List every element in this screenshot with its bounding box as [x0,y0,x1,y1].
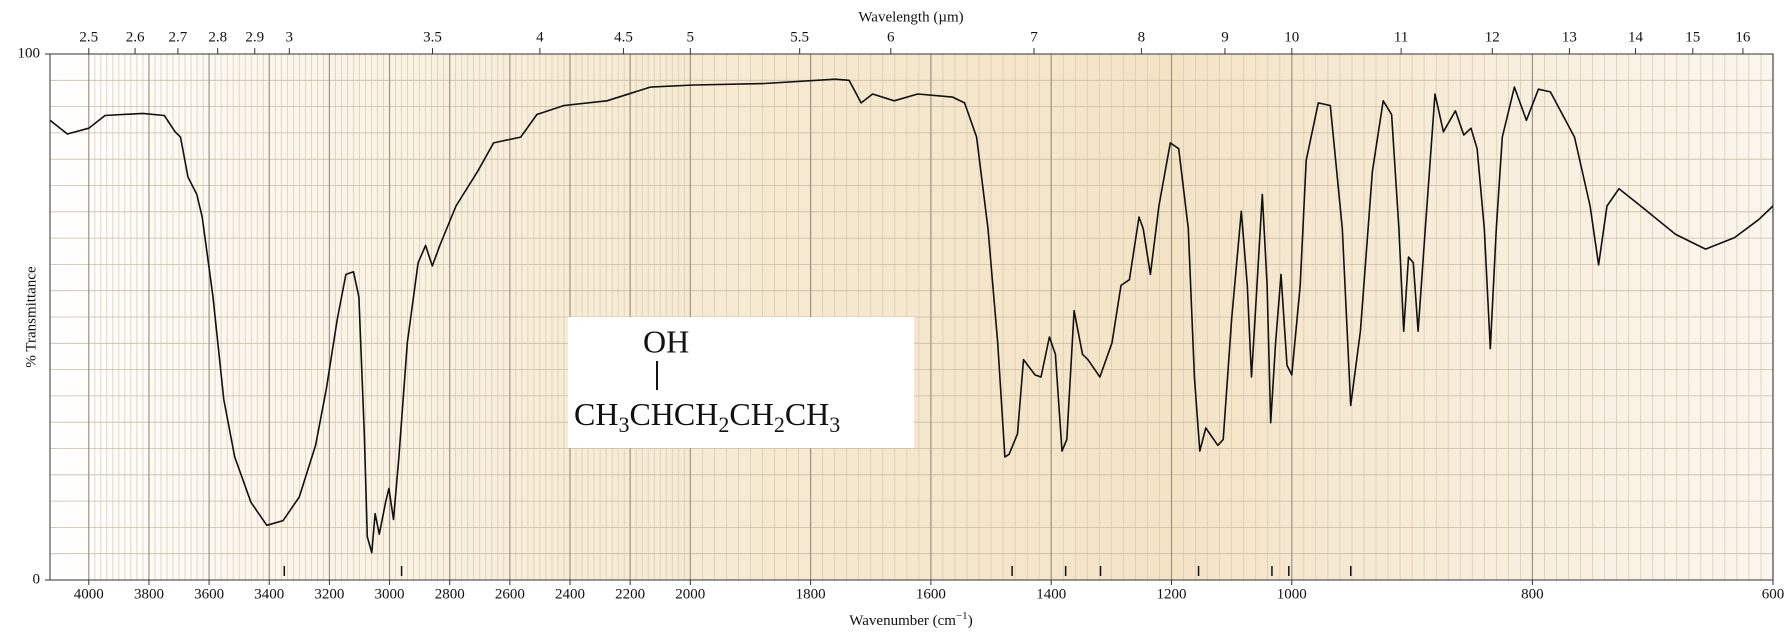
x2-tick-label: 16 [1735,29,1751,45]
x2-tick-label: 2.6 [126,29,145,45]
x-tick-label: 2200 [615,586,645,602]
x2-tick-label: 11 [1394,29,1408,45]
structure: OH CH3CHCH2CH2CH3 [568,317,914,448]
x-tick-label: 1800 [796,586,826,602]
x-axis-title: Wavenumber (cm−1) [849,610,972,630]
formula-part: CHCH [629,396,718,432]
x2-tick-label: 2.5 [79,29,98,45]
x-tick-label: 2800 [435,586,465,602]
formula-part: CH [785,396,829,432]
x2-tick-label: 5.5 [790,29,809,45]
y-tick-label: 100 [18,45,41,61]
y-tick-label: 0 [33,571,41,587]
formula-part: CH [574,396,618,432]
formula-part: CH [729,396,773,432]
x2-tick-label: 15 [1685,29,1700,45]
x-tick-label: 3800 [134,586,164,602]
grid [50,54,1774,580]
x-tick-label: 1600 [916,586,946,602]
x-tick-label: 3000 [375,586,405,602]
x2-tick-label: 7 [1030,29,1038,45]
x-tick-label: 3600 [194,586,224,602]
x2-tick-label: 3.5 [423,29,442,45]
x-axis-title-part: ) [968,613,973,629]
x2-tick-label: 4 [536,29,544,45]
x2-tick-label: 8 [1138,29,1146,45]
x-tick-label: 2400 [555,586,585,602]
y-axis-title: % Transmittance [23,266,39,368]
x-tick-label: 2600 [495,586,525,602]
spectrum-line [49,78,1774,554]
structure-oh: OH [643,323,689,359]
x-tick-label: 4000 [74,586,104,602]
x-tick-label: 600 [1762,586,1785,602]
x-tick-label: 1000 [1277,586,1307,602]
formula-subscript: 3 [829,412,840,437]
formula-subscript: 3 [618,412,629,437]
structure-box [568,317,914,448]
x2-tick-label: 10 [1284,29,1299,45]
x-tick-label: 1200 [1156,586,1186,602]
x-axis-title-part: Wavenumber (cm [849,613,956,629]
x2-tick-label: 5 [687,29,695,45]
x-tick-label: 2000 [675,586,705,602]
x2-tick-label: 2.8 [208,29,227,45]
plot-frame [49,53,1774,581]
formula-subscript: 2 [774,412,785,437]
x-tick-label: 3400 [254,586,284,602]
x-tick-label: 3200 [314,586,344,602]
x-axis-title-sup: −1 [956,610,968,622]
x-tick-label: 1400 [1036,586,1066,602]
formula-subscript: 2 [718,412,729,437]
x2-tick-label: 4.5 [614,29,633,45]
x2-tick-label: 6 [887,29,895,45]
x2-tick-label: 3 [286,29,294,45]
x-tick-label: 800 [1521,586,1544,602]
structure-formula: CH3CHCH2CH2CH3 [574,396,840,437]
x2-tick-label: 9 [1221,29,1229,45]
x2-tick-label: 13 [1562,29,1577,45]
x2-tick-label: 12 [1485,29,1500,45]
x2-axis-title: Wavelength (µm) [858,9,963,25]
x2-tick-label: 2.7 [169,29,188,45]
x2-tick-label: 2.9 [245,29,264,45]
x2-tick-label: 14 [1628,29,1644,45]
